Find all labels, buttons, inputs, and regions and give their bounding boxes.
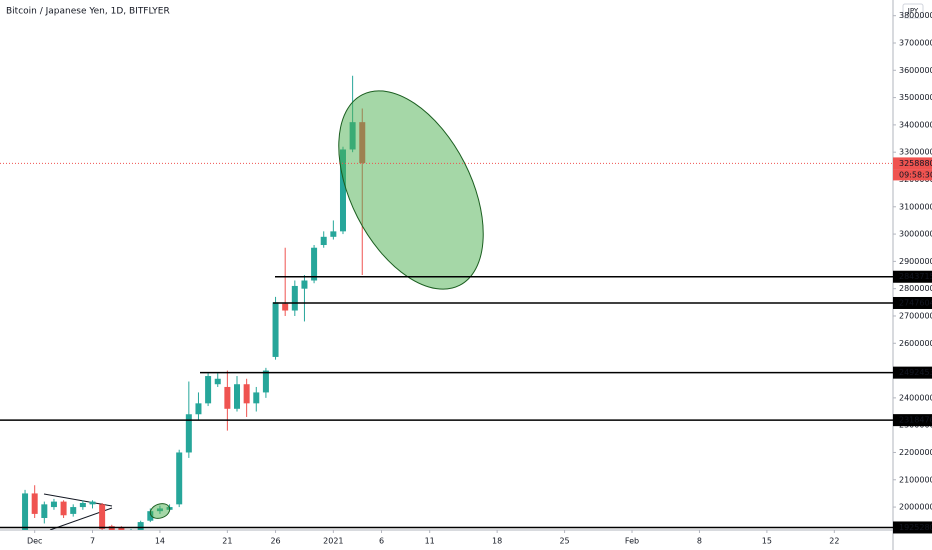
candle-body [320, 236, 327, 246]
chart-title: Bitcoin / Japanese Yen, 1D, BITFLYER [6, 7, 170, 17]
currency-button[interactable] [902, 3, 924, 19]
candle-body [253, 392, 260, 404]
trend-line [43, 493, 113, 507]
x-tick-label: 8 [697, 537, 702, 546]
x-tick-label: 22 [829, 537, 839, 546]
candle-body [214, 378, 221, 385]
candle-body [282, 303, 289, 311]
candle-body [22, 493, 29, 530]
candle-body [60, 501, 67, 516]
y-tick-label: 2800000 [899, 284, 932, 293]
y-tick-label: 3400000 [899, 120, 932, 129]
candle-body [70, 507, 77, 514]
x-tick-label: 7 [90, 537, 95, 546]
y-tick-label: 2100000 [899, 475, 932, 484]
y-tick-label: 2600000 [899, 339, 932, 348]
x-tick-label: 11 [425, 537, 435, 546]
y-tick-label: 2200000 [899, 448, 932, 457]
level-label: 2492453 [899, 368, 932, 377]
x-tick-label: 25 [559, 537, 569, 546]
x-tick-label: 18 [492, 537, 502, 546]
level-box [893, 270, 932, 283]
candle-body [176, 452, 183, 505]
y-tick-label: 3700000 [899, 38, 932, 47]
candle-body [137, 522, 144, 530]
level-label: 2843715 [899, 272, 932, 281]
y-tick-label: 3300000 [899, 148, 932, 157]
level-box [893, 366, 932, 379]
y-tick-label: 2900000 [899, 257, 932, 266]
candle-body [79, 502, 86, 508]
countdown-label: 09:58:30 [899, 170, 932, 179]
last-price-box [893, 157, 932, 170]
ellipse-drawing [338, 90, 484, 290]
y-tick-label: 3600000 [899, 66, 932, 75]
y-tick-label: 3100000 [899, 202, 932, 211]
y-tick-label: 2700000 [899, 311, 932, 320]
y-tick-label: 3500000 [899, 93, 932, 102]
y-tick-label: 2400000 [899, 393, 932, 402]
candle-body [50, 501, 57, 508]
candle-body [339, 149, 346, 232]
candle-body [31, 493, 38, 514]
countdown-box [893, 169, 932, 181]
candle-body [118, 527, 125, 530]
plot-area [0, 75, 893, 530]
candle-body [234, 384, 241, 409]
level-label: 1925280 [899, 523, 932, 532]
currency-label: JPY [907, 7, 919, 15]
x-tick-label: 2021 [323, 537, 343, 546]
x-tick-label: 21 [222, 537, 232, 546]
y-tick-label: 3800000 [899, 11, 932, 20]
candle-body [301, 280, 308, 289]
level-label: 2747604 [899, 298, 932, 307]
x-tick-label: Dec [27, 537, 42, 546]
candle-body [205, 376, 212, 404]
candle-body [330, 231, 337, 237]
x-tick-label: 26 [270, 537, 280, 546]
candle-body [41, 504, 48, 518]
level-box [893, 414, 932, 427]
candle-body [195, 403, 202, 415]
candle-body [272, 302, 279, 357]
x-tick-label: Feb [625, 537, 639, 546]
candle-body [243, 384, 250, 404]
candle-body [99, 504, 106, 529]
candle-body [147, 511, 154, 521]
candle-body [311, 247, 318, 281]
y-tick-label: 2000000 [899, 503, 932, 512]
ellipse-drawing [149, 503, 171, 519]
x-tick-label: 14 [155, 537, 165, 546]
candle-body [224, 386, 231, 409]
candle-body [262, 370, 269, 393]
last-price-label: 3258880 [899, 159, 932, 168]
x-tick-label: 6 [379, 537, 384, 546]
level-box [893, 521, 932, 534]
y-tick-label: 3000000 [899, 230, 932, 239]
candle-body [291, 285, 298, 311]
candle-body [185, 414, 192, 453]
x-tick-label: 15 [762, 537, 772, 546]
level-label: 2318476 [899, 416, 932, 425]
level-box [893, 296, 932, 309]
candle-body [89, 501, 96, 505]
